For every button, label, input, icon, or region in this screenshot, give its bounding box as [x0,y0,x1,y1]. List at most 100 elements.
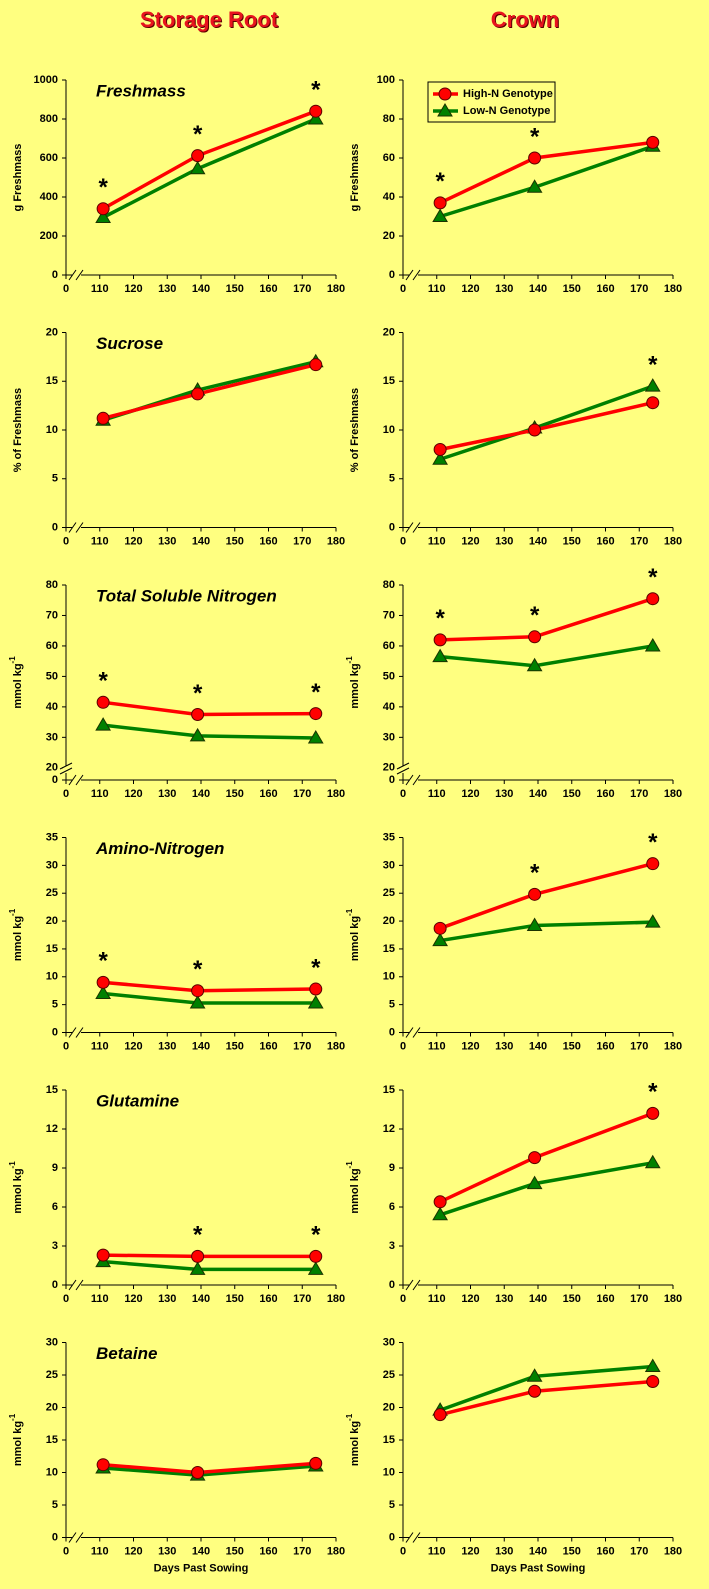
x-tick-label: 0 [400,1293,406,1305]
series-line [439,384,654,461]
significance-marker: * [193,956,203,983]
marker [646,396,660,410]
x-tick-label: 180 [327,1545,345,1557]
marker [528,1151,542,1165]
y-tick-label: 6 [389,1201,395,1213]
x-tick-label: 160 [596,1040,614,1052]
x-tick-label: 160 [259,788,277,800]
marker [189,1261,206,1275]
significance-marker: * [193,121,203,148]
y-tick-label: 40 [46,701,58,713]
panel-title: Sucrose [96,334,163,353]
y-tick-label: 50 [383,670,395,682]
y-axis-label-sup: -1 [8,908,17,916]
x-tick-label: 180 [664,1040,682,1052]
x-tick-label: 140 [192,283,210,295]
y-axis-label-sup: -1 [345,1413,354,1421]
x-tick-label: 130 [158,1040,176,1052]
x-tick-label: 110 [428,1293,446,1305]
axis-break-gap [409,272,418,278]
axis-break-gap [400,766,406,773]
y-axis-label-sup: -1 [345,908,354,916]
y-tick-label: 5 [389,473,395,485]
y-tick-label: 80 [383,579,395,591]
y-tick-label: 0 [52,521,58,533]
x-tick-label: 120 [461,1293,479,1305]
y-tick-label: 40 [383,701,395,713]
marker [644,914,661,928]
y-tick-label: 20 [383,326,395,338]
x-tick-label: 140 [192,535,210,547]
x-tick-label: 120 [124,788,142,800]
significance-marker: * [648,829,658,856]
x-tick-label: 180 [664,1545,682,1557]
y-tick-label: 9 [389,1162,395,1174]
marker [191,1466,205,1479]
x-tick-label: 150 [563,1040,581,1052]
y-tick-label: 5 [52,473,58,485]
x-tick-label: 140 [529,283,547,295]
marker [432,451,448,465]
marker [96,1458,110,1472]
x-tick-label: 170 [293,1293,311,1305]
x-tick-label: 120 [461,1545,479,1557]
x-tick-label: 170 [293,283,311,295]
x-tick-label: 180 [327,1293,345,1305]
marker [526,1368,543,1382]
y-tick-label: 800 [40,113,58,125]
significance-marker: * [648,564,658,591]
y-axis-label: mmol kg-1 [8,656,24,709]
y-tick-label: 3 [52,1240,58,1252]
y-tick-label: 10 [46,424,58,436]
x-tick-label: 120 [124,1293,142,1305]
marker [309,104,323,118]
x-tick-label: 160 [596,788,614,800]
y-tick-label: 15 [46,375,58,387]
series-line [439,400,654,452]
x-tick-label: 180 [664,283,682,295]
y-axis-label: mmol kg-1 [345,656,361,709]
axis-break [405,1027,421,1038]
marker [191,387,205,401]
marker [96,202,110,216]
x-tick-label: 0 [63,1293,69,1305]
x-tick-label: 140 [529,1293,547,1305]
y-axis-label-text: mmol kg [12,916,24,961]
x-tick-label: 170 [630,1040,648,1052]
y-tick-label: 15 [383,375,395,387]
y-tick-label: 0 [52,1279,58,1291]
x-tick-label: 150 [563,1545,581,1557]
x-tick-label: 140 [192,1545,210,1557]
marker [95,985,111,999]
y-tick-label: 70 [46,609,58,621]
y-tick-label: 1000 [34,74,58,86]
x-tick-label: 110 [428,283,446,295]
x-tick-label: 0 [400,788,406,800]
series-line [439,920,653,943]
significance-marker: * [311,679,321,706]
series-line [102,991,316,1005]
y-tick-label: 15 [46,943,58,955]
y-tick-label: 5 [389,1499,395,1511]
y-tick-label: 0 [52,1026,58,1038]
axis-break [405,1532,421,1543]
significance-marker: * [530,123,540,150]
y-tick-label: 30 [46,731,58,743]
marker [433,633,447,647]
x-tick-label: 130 [495,535,513,547]
x-tick-label: 110 [91,1293,109,1305]
y-tick-label: 80 [383,113,395,125]
x-tick-label: 0 [63,1545,69,1557]
x-tick-label: 150 [226,1545,244,1557]
x-tick-label: 0 [400,283,406,295]
series-line [439,861,654,930]
x-tick-label: 180 [327,1040,345,1052]
x-tick-label: 130 [495,283,513,295]
y-tick-label: 10 [383,424,395,436]
x-tick-label: 120 [124,283,142,295]
axis-break [68,1279,84,1291]
y-axis-label-sup: -1 [8,1413,17,1421]
y-tick-label: 5 [389,999,395,1011]
axis-break-gap [72,272,81,278]
